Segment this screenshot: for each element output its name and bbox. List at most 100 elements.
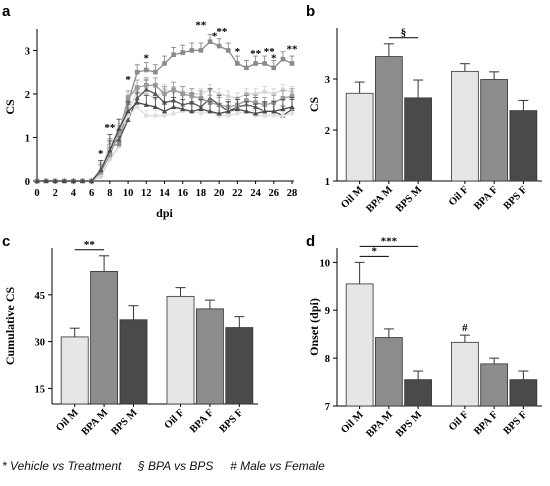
panel-a-significance-mark: ** [264,46,276,58]
panel-c-bar [195,308,224,405]
panel-a-point [52,178,58,183]
panel-a-point [116,125,122,131]
panel-a-point [280,106,286,112]
panel-a-point [243,108,250,114]
panel-a-x-axis-title: dpi [156,206,173,220]
panel-a-point [171,87,176,92]
panel-d-y-tick-label: 8 [325,354,330,365]
panel-b-x-tick-label: BPA M [364,184,395,215]
panel-a-point [134,104,140,110]
panel-b-y-tick-label: 1 [325,177,330,188]
panel-d-y-tick-label: 7 [325,402,330,413]
panel-a-point [134,99,140,105]
panel-a-point [107,152,113,158]
panel-a-point [70,178,77,183]
panel-d-bar [345,283,374,407]
panel-a-point [143,102,149,107]
panel-a-point [162,91,167,97]
panel-a-point [252,110,259,116]
panel-d-bar [451,341,479,407]
panel-a-x-tick-label: 2 [53,188,58,199]
panel-a-point [216,43,222,49]
panel-a-point [225,108,231,114]
panel-a-point [189,48,195,53]
panel-a-point [289,104,295,109]
panel-b-x-tick-label: BPA F [472,184,500,212]
panel-a-point [89,178,95,183]
panel-d-significance-mark: *** [381,235,398,247]
panel-c-y-tick-label: 30 [35,338,46,349]
panel-a-significance-mark: * [144,52,150,64]
panel-a-significance-mark: * [125,74,131,86]
panel-b-bar [509,110,538,182]
panel-a-point [143,82,149,88]
panel-a-point [198,106,204,112]
panel-a-significance-mark: ** [250,48,262,60]
panel-a-significance-mark: * [235,46,241,58]
panel-a-point [153,69,158,75]
panel-a-point [262,113,267,118]
panel-a-y-axis-title: CS [3,99,17,115]
panel-a-point [180,91,186,97]
panel-a-point [162,61,167,66]
panel-a-point [289,93,295,99]
panel-b-x-tick-label: Oil F [447,184,471,208]
panel-a-y-tick-label: 0 [25,177,30,188]
panel-c-y-tick-label: 45 [35,291,46,302]
panel-a-point [234,106,240,112]
panel-a-point [162,113,167,118]
panel-a-point [152,104,158,109]
panel-a-point [134,69,140,75]
panel-d-y-tick-label: 10 [320,258,331,269]
panel-b-y-axis-title: CS [307,97,321,113]
panel-b-bar [375,56,403,182]
panel-a-point [171,111,176,116]
figure-legend-footer: * Vehicle vs Treatment § BPA vs BPS # Ma… [2,459,325,473]
panel-d-y-tick-label: 9 [325,306,330,317]
panel-a-point [235,111,240,116]
panel-a-point [125,117,131,123]
panel-a-point [171,52,176,58]
panel-a-point [216,110,222,116]
panel-c-significance-mark: ** [84,239,96,251]
panel-d-bar [375,337,403,407]
panel-a-point [152,91,158,96]
panel-a-point [225,48,231,53]
panel-b-letter: b [306,3,315,20]
panel-c-x-tick-label: BPA M [80,407,111,438]
panel-d-bar [404,379,432,407]
panel-a-series [34,92,295,183]
panel-a-significance-mark: ** [216,26,228,38]
panel-a-point [207,39,213,45]
panel-d-letter: d [306,233,315,250]
panel-a-point [134,85,140,90]
panel-a-x-tick-label: 20 [214,188,225,199]
panel-d-significance-mark: * [371,245,377,257]
panel-c-x-tick-label: BPS M [109,407,139,437]
panel-c-x-tick-label: BPA F [188,407,216,435]
panel-a-point [144,113,149,118]
panel-c-bar [119,319,148,405]
panel-a-x-tick-label: 8 [107,188,112,199]
panel-d-significance-mark: # [462,322,468,334]
panel-d-x-tick-label: Oil M [339,409,366,436]
panel-c-y-axis-title: Cumulative CS [3,287,17,366]
panel-a-point [244,65,249,71]
panel-a-point [262,61,267,66]
panel-a-point [198,95,204,101]
panel-a-point [189,108,195,114]
panel-a-point [253,61,258,66]
panel-a-point [143,86,149,92]
panel-a-point [253,100,258,105]
panel-a-x-tick-label: 24 [250,188,261,199]
panel-a-point [189,93,195,99]
panel-a-point [116,130,122,136]
panel-a-x-tick-label: 6 [89,188,94,199]
panel-c-x-tick-label: Oil M [54,407,81,434]
panel-a-point [280,95,286,101]
panel-b-bar [345,92,374,182]
panel-a-point [226,93,231,99]
